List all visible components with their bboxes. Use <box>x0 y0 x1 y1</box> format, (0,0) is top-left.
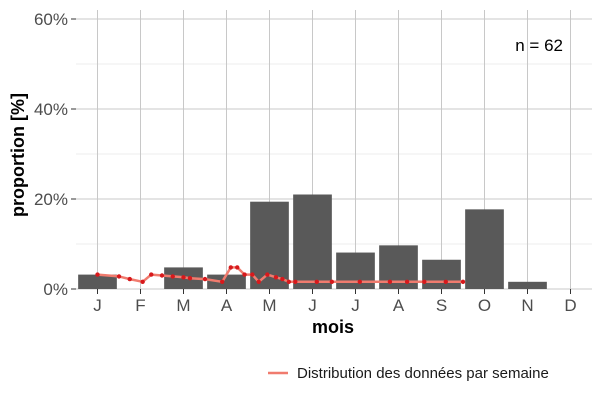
y-tick-label: 0% <box>43 280 68 299</box>
weekly-point <box>187 276 193 281</box>
weekly-point <box>250 272 255 277</box>
weekly-point <box>357 279 362 284</box>
weekly-point <box>460 279 466 284</box>
weekly-point <box>202 276 208 282</box>
weekly-point <box>159 273 165 278</box>
weekly-point <box>314 279 319 284</box>
bar <box>465 209 504 289</box>
weekly-point <box>228 265 233 270</box>
weekly-point <box>170 274 175 279</box>
weekly-point <box>280 276 285 282</box>
grid <box>76 10 592 290</box>
weekly-point <box>387 279 393 284</box>
y-tick-label: 60% <box>34 10 68 29</box>
bar <box>293 194 332 289</box>
x-tick-label: S <box>436 296 447 315</box>
y-tick-label: 40% <box>34 100 68 119</box>
weekly-point <box>127 276 132 282</box>
weekly-point <box>181 275 186 280</box>
weekly-point <box>140 279 145 284</box>
weekly-point <box>149 272 154 277</box>
y-tick-label: 20% <box>34 190 68 209</box>
weekly-point <box>273 275 279 280</box>
weekly-point <box>116 274 122 279</box>
bar <box>336 252 375 289</box>
sample-size-annotation: n = 62 <box>515 36 563 55</box>
x-tick-label: A <box>221 296 233 315</box>
weekly-point <box>95 272 100 277</box>
weekly-point <box>265 272 270 277</box>
weekly-point <box>329 279 335 284</box>
x-tick-label: F <box>135 296 145 315</box>
legend: Distribution des données par semaine <box>268 365 549 382</box>
bar <box>78 274 117 289</box>
bar <box>422 259 461 289</box>
weekly-point <box>235 265 240 270</box>
bar <box>207 274 246 289</box>
x-tick-label: J <box>93 296 102 315</box>
x-tick-label: A <box>393 296 405 315</box>
bars <box>78 194 547 289</box>
y-axis-title: proportion [%] <box>8 93 28 217</box>
weekly-point <box>286 279 292 284</box>
y-axis-ticks: 0% 20% 40% 60% <box>34 10 76 299</box>
x-tick-label: O <box>478 296 491 315</box>
x-tick-label: J <box>351 296 360 315</box>
weekly-point <box>443 279 448 284</box>
x-tick-label: J <box>308 296 317 315</box>
x-tick-label: M <box>262 296 276 315</box>
x-axis-title: mois <box>312 317 354 337</box>
weekly-point <box>422 279 427 284</box>
x-tick-label: N <box>521 296 533 315</box>
weekly-point <box>256 279 261 284</box>
weekly-point <box>220 279 225 284</box>
x-tick-label: D <box>564 296 576 315</box>
x-tick-label: M <box>176 296 190 315</box>
weekly-point <box>293 279 298 284</box>
weekly-point <box>242 272 247 277</box>
weekly-line <box>95 265 466 284</box>
bar <box>508 281 547 289</box>
legend-label: Distribution des données par semaine <box>297 365 549 382</box>
weekly-point <box>404 279 410 284</box>
